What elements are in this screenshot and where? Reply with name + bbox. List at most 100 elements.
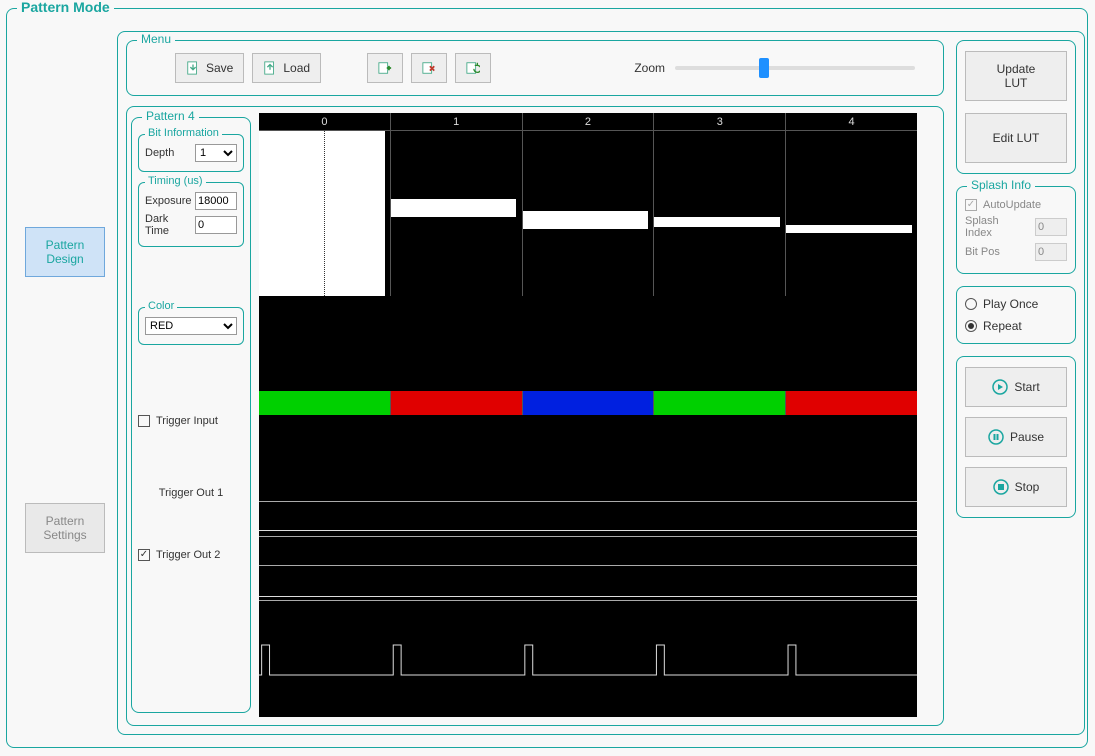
darktime-field[interactable] [195, 216, 237, 234]
start-button[interactable]: Start [965, 367, 1067, 407]
bitpos-field [1035, 243, 1067, 261]
splash-index-label: Splash Index [965, 215, 999, 239]
exposure-label: Exposure [145, 195, 191, 207]
trigger-out2-checkbox[interactable] [138, 549, 150, 561]
pattern-settings-nav[interactable]: Pattern Settings [25, 503, 105, 553]
load-icon [263, 61, 277, 75]
depth-select[interactable]: 12345678 [195, 144, 237, 162]
stage-group: Pattern 4 Bit Information Depth 12345678… [126, 106, 944, 726]
timeline-col-header: 4 [786, 113, 917, 130]
trigger-out2-label: Trigger Out 2 [156, 549, 220, 561]
stop-icon [993, 479, 1009, 495]
repeat-label: Repeat [983, 319, 1022, 333]
save-icon [186, 61, 200, 75]
zoom-control: Zoom [634, 61, 935, 75]
color-legend: Color [145, 300, 177, 312]
timeline-header: 01234 [259, 113, 917, 131]
pattern-mode-group: Pattern Mode Pattern Design Pattern Sett… [6, 8, 1088, 748]
autoupdate-label: AutoUpdate [983, 199, 1041, 211]
splash-index-row: Splash Index [965, 215, 1067, 239]
pattern-white [259, 131, 385, 296]
timeline-col-header: 2 [523, 113, 655, 130]
pattern-cell[interactable] [523, 131, 655, 296]
color-group: Color REDGREENBLUEWHITE [138, 307, 244, 345]
save-label: Save [206, 61, 233, 75]
color-cell[interactable] [786, 391, 917, 415]
color-select[interactable]: REDGREENBLUEWHITE [145, 317, 237, 335]
pattern-white [523, 211, 649, 229]
stop-button[interactable]: Stop [965, 467, 1067, 507]
repeat-radio[interactable]: Repeat [965, 319, 1067, 333]
pattern-panel: Pattern 4 Bit Information Depth 12345678… [131, 117, 251, 713]
bitpos-row: Bit Pos [965, 243, 1067, 261]
zoom-thumb[interactable] [759, 58, 769, 78]
pattern-cell[interactable] [391, 131, 523, 296]
pattern-white [391, 199, 517, 217]
play-mode-group: Play Once Repeat [956, 286, 1076, 344]
bit-info-legend: Bit Information [145, 127, 222, 139]
darktime-row: Dark Time [145, 213, 237, 237]
bit-info-group: Bit Information Depth 12345678 [138, 134, 244, 172]
trigger-out2-row[interactable]: Trigger Out 2 [138, 549, 244, 561]
pattern-white [786, 225, 912, 233]
trigger-input-checkbox[interactable] [138, 415, 150, 427]
trigger-out2-waveform [259, 633, 917, 683]
refresh-pattern-button[interactable] [455, 53, 491, 83]
delete-icon [422, 61, 436, 75]
add-icon [378, 61, 392, 75]
pause-label: Pause [1010, 430, 1044, 444]
trigger-out1-label: Trigger Out 1 [159, 487, 223, 499]
darktime-label: Dark Time [145, 213, 195, 237]
menu-legend: Menu [137, 32, 175, 46]
color-row [259, 391, 917, 415]
playback-controls: Start Pause Stop [956, 356, 1076, 518]
edit-lut-button[interactable]: Edit LUT [965, 113, 1067, 163]
refresh-icon [466, 61, 480, 75]
zoom-slider[interactable] [675, 66, 915, 70]
load-button[interactable]: Load [252, 53, 321, 83]
trigger-in-line [259, 530, 917, 531]
exposure-field[interactable] [195, 192, 237, 210]
color-cell[interactable] [523, 391, 655, 415]
timeline-col-header: 0 [259, 113, 391, 130]
pattern-cell[interactable] [654, 131, 786, 296]
play-once-dot [965, 298, 977, 310]
delete-pattern-button[interactable] [411, 53, 447, 83]
pattern-white [654, 217, 780, 227]
pattern-cell[interactable] [259, 131, 391, 296]
add-pattern-button[interactable] [367, 53, 403, 83]
trigger-out1-line [259, 596, 917, 597]
autoupdate-checkbox[interactable] [965, 199, 977, 211]
play-once-radio[interactable]: Play Once [965, 297, 1067, 311]
trigger-out1-row: Trigger Out 1 [138, 487, 244, 499]
pattern-row [259, 131, 917, 296]
pause-icon [988, 429, 1004, 445]
zoom-label: Zoom [634, 61, 665, 75]
trigger-input-row[interactable]: Trigger Input [138, 415, 244, 427]
timeline-col-header: 1 [391, 113, 523, 130]
timeline[interactable]: 01234 [259, 113, 917, 717]
save-button[interactable]: Save [175, 53, 244, 83]
depth-row: Depth 12345678 [145, 144, 237, 162]
splash-index-field [1035, 218, 1067, 236]
exposure-row: Exposure [145, 192, 237, 210]
pattern-design-nav[interactable]: Pattern Design [25, 227, 105, 277]
stop-label: Stop [1015, 480, 1040, 494]
pattern-cell[interactable] [786, 131, 917, 296]
timing-legend: Timing (us) [145, 175, 206, 187]
menu-group: Menu Save Load [126, 40, 944, 96]
trigger-out2-row-tl [259, 633, 917, 683]
color-row: REDGREENBLUEWHITE [145, 317, 237, 335]
workspace: Menu Save Load [117, 31, 1085, 735]
color-cell[interactable] [391, 391, 523, 415]
autoupdate-row: AutoUpdate [965, 199, 1067, 211]
color-cell[interactable] [654, 391, 786, 415]
update-lut-button[interactable]: Update LUT [965, 51, 1067, 101]
timing-group: Timing (us) Exposure Dark Time [138, 182, 244, 247]
color-cell[interactable] [259, 391, 391, 415]
start-label: Start [1014, 380, 1039, 394]
timeline-col-header: 3 [654, 113, 786, 130]
bitpos-label: Bit Pos [965, 246, 1000, 258]
pause-button[interactable]: Pause [965, 417, 1067, 457]
load-label: Load [283, 61, 310, 75]
